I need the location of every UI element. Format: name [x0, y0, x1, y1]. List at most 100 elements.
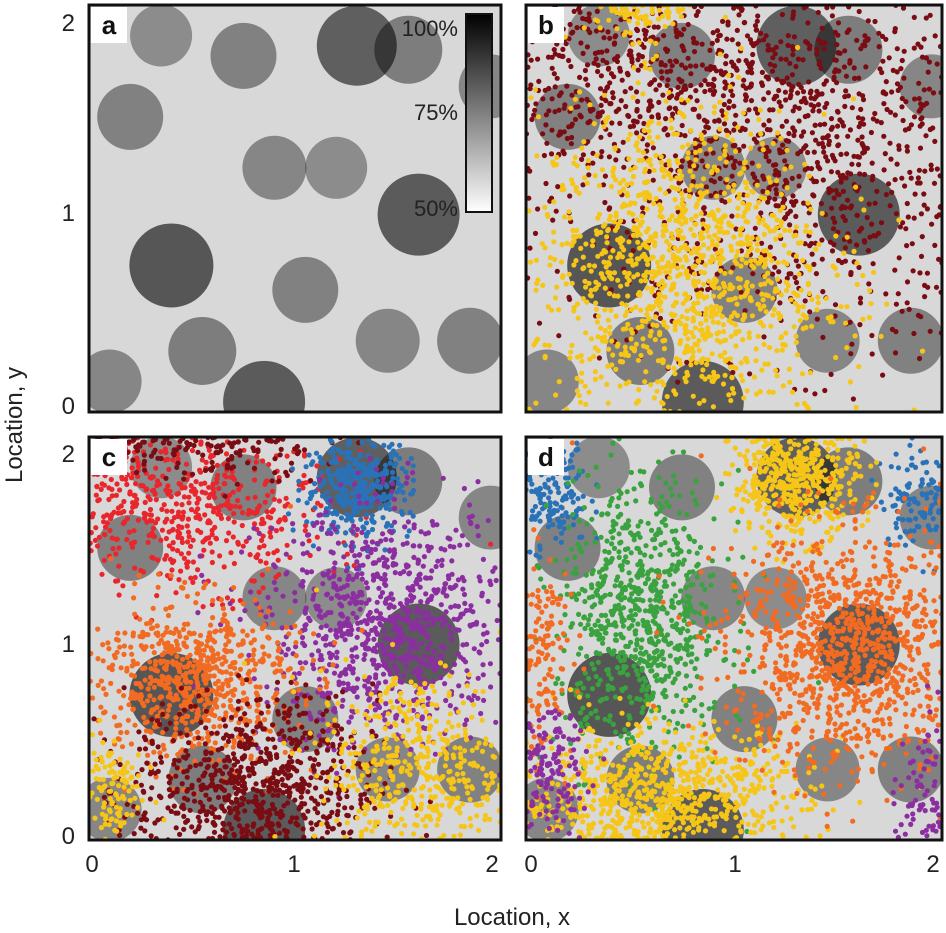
scatter-point — [617, 180, 623, 186]
scatter-point — [717, 99, 723, 105]
scatter-point — [846, 27, 852, 33]
scatter-point — [365, 554, 371, 560]
scatter-point — [693, 157, 699, 163]
scatter-point — [285, 646, 291, 652]
scatter-point — [568, 123, 574, 129]
scatter-point — [725, 229, 731, 235]
scatter-point — [723, 53, 729, 59]
scatter-point — [670, 21, 676, 27]
scatter-point — [653, 299, 660, 305]
scatter-point — [775, 276, 781, 282]
scatter-point — [427, 615, 433, 621]
scatter-point — [245, 495, 251, 501]
scatter-point — [398, 616, 404, 622]
scatter-point — [842, 258, 849, 264]
scatter-point — [796, 304, 802, 310]
scatter-point — [130, 500, 136, 506]
scatter-point — [463, 717, 470, 723]
scatter-point — [881, 101, 887, 107]
scatter-point — [188, 543, 194, 550]
scatter-point — [231, 585, 237, 591]
scatter-point — [102, 524, 109, 530]
scatter-point — [932, 33, 938, 39]
scatter-point — [272, 470, 278, 476]
scatter-point — [99, 481, 105, 487]
scatter-point — [744, 185, 750, 191]
scatter-point — [910, 268, 916, 274]
scatter-point — [751, 136, 758, 142]
scatter-point — [842, 48, 848, 54]
scatter-point — [461, 591, 468, 598]
scatter-point — [340, 680, 346, 686]
scatter-point — [625, 293, 631, 299]
scatter-point — [602, 285, 608, 291]
scatter-point — [566, 36, 572, 42]
scatter-point — [392, 614, 398, 620]
scatter-point — [899, 104, 905, 110]
scatter-point — [310, 543, 316, 549]
scatter-point — [430, 679, 436, 685]
scatter-point — [166, 529, 172, 535]
scatter-point — [180, 514, 186, 520]
scatter-point — [429, 593, 435, 599]
scatter-point — [687, 168, 693, 174]
scatter-point — [854, 37, 860, 43]
scatter-point — [106, 646, 112, 652]
scatter-point — [678, 164, 684, 170]
scatter-point — [350, 576, 356, 583]
scatter-point — [604, 48, 610, 54]
scatter-point — [227, 505, 233, 512]
scatter-point — [703, 312, 709, 318]
scatter-point — [658, 299, 664, 305]
scatter-point — [681, 235, 687, 241]
scatter-point — [354, 654, 360, 660]
scatter-point — [394, 634, 400, 640]
scatter-point — [267, 728, 273, 734]
scatter-point — [653, 53, 660, 59]
scatter-point — [188, 507, 195, 513]
scatter-point — [456, 683, 462, 689]
scatter-point — [754, 18, 760, 24]
scatter-point — [729, 375, 735, 381]
scatter-point — [341, 554, 347, 560]
scatter-point — [765, 90, 772, 96]
scatter-point — [735, 195, 742, 201]
scatter-point — [227, 697, 233, 704]
scatter-point — [814, 46, 820, 52]
scatter-point — [134, 457, 140, 463]
scatter-point — [714, 167, 720, 173]
scatter-point — [287, 609, 293, 615]
scatter-point — [391, 547, 397, 554]
scatter-point — [718, 71, 725, 77]
scatter-point — [730, 265, 736, 271]
scatter-point — [642, 169, 648, 175]
scatter-point — [893, 329, 899, 335]
scatter-point — [792, 104, 798, 110]
scatter-point — [323, 642, 329, 648]
scatter-point — [644, 206, 650, 212]
scatter-point — [468, 603, 474, 609]
scatter-point — [301, 472, 307, 479]
scatter-point — [139, 700, 146, 706]
scatter-point — [392, 570, 398, 576]
scatter-point — [256, 589, 262, 595]
scatter-point — [922, 168, 928, 174]
scatter-point — [659, 214, 665, 220]
scatter-point — [677, 361, 684, 367]
scatter-point — [610, 352, 616, 358]
scatter-point — [120, 583, 126, 589]
scatter-point — [911, 114, 918, 120]
scatter-point — [410, 463, 416, 469]
scatter-point — [691, 49, 698, 55]
scatter-point — [860, 116, 866, 122]
scatter-point — [363, 512, 369, 518]
scatter-point — [765, 199, 771, 205]
scatter-point — [679, 158, 685, 164]
scatter-point — [115, 510, 121, 516]
scatter-point — [752, 225, 758, 231]
scatter-point — [672, 197, 678, 203]
scatter-point — [754, 247, 761, 253]
scatter-point — [296, 478, 302, 484]
scatter-point — [433, 563, 439, 570]
scatter-point — [694, 287, 700, 293]
